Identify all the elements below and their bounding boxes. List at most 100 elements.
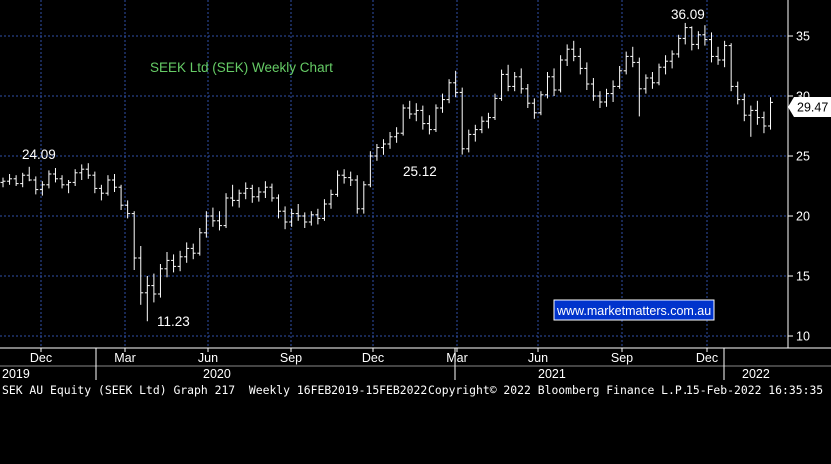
ohlc-bar <box>151 273 157 303</box>
ohlc-bar <box>597 91 603 108</box>
ohlc-bar <box>131 211 137 270</box>
footer-copyright: Copyright© 2022 Bloomberg Finance L.P. <box>428 383 689 397</box>
ohlc-bar <box>230 184 236 207</box>
ohlc-bar <box>72 169 78 186</box>
footer-security: SEK AU Equity (SEEK Ltd) Graph 217 Weekl… <box>2 383 428 397</box>
ohlc-bar <box>243 182 249 200</box>
price-annotation: 24.09 <box>22 147 56 162</box>
ohlc-bar <box>380 139 386 155</box>
x-year-label: 2020 <box>203 367 231 380</box>
ohlc-bar <box>728 43 734 92</box>
ohlc-bar <box>26 166 32 182</box>
ohlc-bar <box>118 184 124 210</box>
ohlc-bar <box>741 93 747 122</box>
ohlc-bar <box>722 40 728 68</box>
x-month-label: Dec <box>362 351 384 365</box>
ohlc-bar <box>492 93 498 120</box>
ohlc-bar <box>387 132 393 149</box>
ohlc-bar <box>708 32 714 63</box>
ohlc-bar <box>348 171 354 186</box>
ohlc-bar <box>367 151 373 188</box>
ohlc-bar <box>695 31 701 50</box>
ohlc-bar <box>571 40 577 62</box>
ohlc-bar <box>440 93 446 113</box>
ohlc-bar <box>617 66 623 89</box>
ohlc-bar <box>315 208 321 225</box>
ohlc-bar <box>518 68 524 94</box>
ohlc-bar <box>269 183 275 202</box>
ohlc-bar <box>125 200 131 219</box>
ohlc-bar <box>715 46 721 65</box>
ohlc-bar <box>236 189 242 208</box>
ohlc-bar <box>604 88 610 107</box>
ohlc-bar <box>39 181 45 196</box>
ohlc-bar <box>328 189 334 209</box>
ohlc-bar <box>676 34 682 58</box>
ohlc-bar <box>768 97 774 130</box>
ohlc-bar <box>0 177 6 188</box>
ohlc-bar <box>59 175 65 189</box>
y-tick-label: 10 <box>796 330 810 344</box>
ohlc-bar <box>335 170 341 197</box>
ohlc-bar <box>184 242 190 263</box>
ohlc-bar <box>525 84 531 108</box>
ohlc-bar <box>361 181 367 214</box>
x-month-label: Jun <box>198 351 218 365</box>
ohlc-bar <box>98 184 104 201</box>
ohlc-bar <box>433 104 439 132</box>
ohlc-bar <box>656 63 662 86</box>
ohlc-bar <box>190 243 196 260</box>
ohlc-bar <box>144 276 150 322</box>
ohlc-bar <box>112 174 118 192</box>
x-month-label: Mar <box>114 351 136 365</box>
ohlc-bar <box>85 163 91 179</box>
ohlc-bar <box>171 254 177 273</box>
ohlc-bar <box>262 181 268 198</box>
ohlc-bar <box>341 169 347 184</box>
x-month-label: Sep <box>611 351 633 365</box>
ohlc-bar <box>66 180 72 194</box>
ohlc-bar <box>558 55 564 93</box>
ohlc-bar <box>13 175 19 186</box>
ohlc-bar <box>761 111 767 134</box>
x-month-label: Dec <box>30 351 52 365</box>
ohlc-bar <box>512 72 518 92</box>
ohlc-bar <box>453 70 459 98</box>
ohlc-bar <box>79 164 85 180</box>
x-year-label: 2022 <box>742 367 770 380</box>
ohlc-bar <box>630 46 636 68</box>
footer-bar: SEK AU Equity (SEEK Ltd) Graph 217 Weekl… <box>0 380 831 401</box>
price-annotation: 36.09 <box>671 7 705 22</box>
ohlc-bar <box>138 246 144 305</box>
price-chart: 10 15 20 25 30 35 Dec Mar Jun Sep Dec Mar Jun Sep Dec 2… <box>0 0 831 380</box>
y-tick-label: 15 <box>796 270 810 284</box>
ohlc-bar <box>177 250 183 272</box>
ohlc-bar <box>164 252 170 278</box>
ohlc-bar <box>33 176 39 195</box>
watermark-box: www.marketmatters.com.au <box>553 299 715 321</box>
y-tick-label: 35 <box>796 30 810 44</box>
ohlc-bar <box>649 72 655 89</box>
x-month-label: Mar <box>446 351 468 365</box>
ohlc-bar <box>754 100 760 125</box>
ohlc-bar <box>354 175 360 214</box>
ohlc-bar <box>302 212 308 228</box>
ohlc-bar <box>92 171 98 194</box>
x-month-label: Sep <box>280 351 302 365</box>
ohlc-bar <box>7 174 13 185</box>
ohlc-bar <box>466 129 472 153</box>
ohlc-bar <box>321 199 327 221</box>
ohlc-bar <box>459 87 465 155</box>
ohlc-bar <box>485 112 491 129</box>
ohlc-bar <box>748 105 754 137</box>
ohlc-bar <box>682 22 688 45</box>
ohlc-bar <box>669 50 675 69</box>
ohlc-bar <box>256 187 262 202</box>
y-tick-label: 25 <box>796 150 810 164</box>
ohlc-bar <box>623 51 629 75</box>
chart-title: SEEK Ltd (SEK) Weekly Chart <box>150 60 333 75</box>
ohlc-bar <box>420 105 426 130</box>
ohlc-bar <box>735 81 741 105</box>
ohlc-bar <box>197 228 203 256</box>
